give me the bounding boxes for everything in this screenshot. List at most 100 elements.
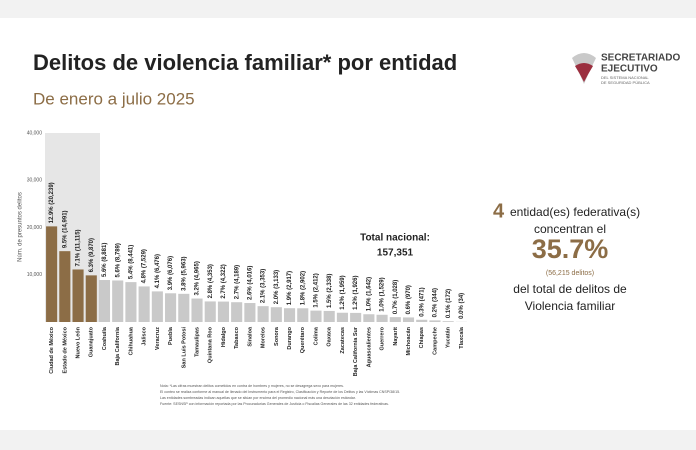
value-label: 0.2% (344) — [433, 288, 439, 317]
note: Fuente: SESNSP con información reportada… — [160, 402, 389, 406]
x-tick-label: Morelos — [261, 327, 267, 348]
summary-text: del total de delitos de — [513, 282, 627, 296]
y-tick-label: 20,000 — [27, 225, 43, 231]
bar — [310, 310, 322, 322]
x-tick-label: Puebla — [168, 326, 174, 345]
total-label: Total nacional: — [360, 233, 430, 244]
bar — [125, 282, 137, 322]
x-tick-label: Estado de México — [62, 326, 68, 373]
value-label: 5.6% (8,881) — [102, 243, 108, 277]
y-tick-label: 30,000 — [27, 178, 43, 184]
bar — [138, 286, 150, 322]
value-label: 3.9% (6,076) — [168, 256, 174, 290]
bar — [98, 280, 111, 322]
y-tick-label: 10,000 — [27, 272, 43, 278]
bar — [323, 310, 335, 322]
chart-subtitle: De enero a julio 2025 — [33, 89, 195, 108]
bar — [389, 317, 401, 322]
y-tick-label: 40,000 — [27, 130, 43, 136]
summary-count: 4 — [493, 200, 505, 222]
x-tick-label: Sinaloa — [247, 326, 253, 347]
note: Las entidades sombreadas indican aquella… — [160, 396, 356, 400]
note: Nota: *Las cifras muestran delitos comet… — [160, 384, 344, 388]
value-label: 2.7% (4,189) — [234, 265, 240, 299]
summary: 4 entidad(es) federativa(s) concentran e… — [493, 200, 640, 313]
logo-emblem-inner — [575, 63, 593, 82]
value-label: 1.2% (1,926) — [353, 276, 359, 310]
value-label: 7.1% (11,115) — [76, 229, 82, 266]
x-tick-label: Nayarit — [393, 327, 399, 346]
value-label: 12.9% (20,239) — [49, 182, 55, 223]
x-tick-label: Chihuahua — [128, 326, 134, 355]
value-label: 5.6% (8,789) — [115, 243, 121, 277]
bar — [402, 317, 415, 322]
x-tick-label: Sonora — [274, 326, 280, 346]
value-label: 2.8% (4,353) — [208, 264, 214, 298]
value-label: 0.6% (970) — [406, 285, 412, 314]
bar — [204, 301, 216, 322]
x-tick-label: Yucatán — [446, 326, 452, 348]
value-label: 1.0% (1,642) — [366, 277, 372, 311]
value-label: 4.8% (7,529) — [142, 249, 148, 283]
bar — [165, 293, 177, 322]
logo: SECRETARIADO EJECUTIVO DEL SISTEMA NACIO… — [572, 53, 680, 85]
x-tick-label: Aguascalientes — [366, 327, 372, 367]
value-label: 5.4% (8,441) — [129, 245, 135, 279]
summary-percent: 35.7% — [532, 234, 609, 264]
x-tick-label: Ciudad de México — [49, 326, 55, 373]
bar — [336, 312, 348, 322]
bar — [72, 269, 84, 322]
value-label: 0.7% (1,028) — [393, 280, 399, 314]
value-label: 2.6% (4,016) — [247, 266, 253, 300]
x-tick-label: Nuevo León — [76, 326, 82, 358]
bar — [376, 314, 388, 322]
y-axis-label: Núm. de presuntos delitos — [18, 192, 24, 262]
x-tick-label: Querétaro — [300, 326, 306, 353]
logo-text: DEL SISTEMA NACIONAL — [601, 75, 649, 80]
summary-text: entidad(es) federativa(s) — [510, 205, 640, 219]
x-tick-label: Guerrero — [380, 326, 386, 350]
summary-text: Violencia familiar — [525, 299, 616, 313]
bar — [416, 319, 428, 322]
bar — [217, 301, 230, 322]
value-label: 1.8% (2,902) — [300, 271, 306, 305]
bar — [231, 302, 243, 322]
logo-text: DE SEGURIDAD PÚBLICA — [601, 80, 650, 85]
bar — [350, 312, 362, 322]
value-label: 2.0% (3,133) — [274, 270, 280, 304]
x-tick-label: Veracruz — [155, 327, 161, 350]
bar — [429, 320, 441, 322]
value-label: 1.9% (2,917) — [287, 271, 293, 305]
bar — [297, 308, 309, 322]
bar — [270, 307, 282, 322]
bar — [191, 298, 203, 322]
bar — [283, 308, 296, 322]
value-label: 1.2% (1,959) — [340, 275, 346, 309]
x-tick-label: San Luis Potosí — [181, 327, 187, 369]
bar — [178, 293, 190, 322]
value-label: 9.5% (14,991) — [62, 210, 68, 248]
value-label: 0.3% (471) — [419, 287, 425, 316]
bar — [442, 321, 454, 322]
x-tick-label: Tamaulipas — [194, 327, 200, 357]
x-tick-label: Oaxaca — [327, 326, 333, 347]
summary-detail: (56,215 delitos) — [546, 270, 594, 277]
bar — [244, 303, 256, 322]
chart-title: Delitos de violencia familiar* por entid… — [33, 50, 457, 75]
x-tick-label: Campeche — [432, 327, 438, 355]
x-tick-label: Baja California Sur — [353, 326, 359, 376]
note: El conteo se realiza conforme al manual … — [160, 390, 400, 394]
total-value: 157,351 — [377, 248, 414, 259]
x-tick-label: Durango — [287, 326, 293, 349]
value-label: 3.8% (5,963) — [181, 256, 187, 290]
value-label: 1.0% (1,529) — [380, 277, 386, 311]
value-label: 0.0% (34) — [459, 293, 465, 319]
value-label: 6.3% (9,870) — [89, 238, 95, 272]
x-tick-label: Jalisco — [142, 326, 148, 345]
bar — [112, 280, 124, 322]
x-tick-label: Zacatecas — [340, 327, 346, 354]
x-tick-label: Tlaxcala — [459, 326, 465, 349]
value-label: 1.5% (2,412) — [314, 273, 320, 307]
